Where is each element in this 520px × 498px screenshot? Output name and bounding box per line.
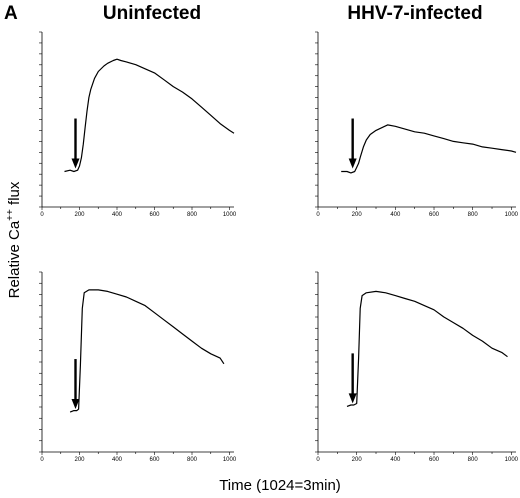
- y-axis-label: Relative Ca++ flux: [5, 181, 23, 298]
- x-tick-label: 1000: [223, 457, 237, 463]
- x-tick-label: 0: [40, 457, 44, 463]
- calcium-flux-trace: [346, 290, 508, 407]
- stimulus-arrow-head: [348, 158, 357, 169]
- calcium-flux-trace: [69, 289, 225, 413]
- x-tick-label: 0: [40, 212, 44, 218]
- x-tick-label: 200: [74, 212, 85, 218]
- chart-panel-4: 0 200 400 600 800 1000: [315, 271, 519, 463]
- y-axis-label-tail: flux: [6, 181, 23, 209]
- stimulus-arrow-head: [71, 158, 80, 169]
- x-tick-label: 200: [352, 212, 363, 218]
- chart-panel-2: 0 200 400 600 800 1000: [315, 31, 519, 218]
- chart-panels: 0 200 400 600 800 1000 0 200 400 600 800 1000 0 200 40…: [39, 31, 519, 463]
- x-tick-label: 1000: [505, 457, 519, 463]
- column-title-hhv7-infected: HHV-7-infected: [347, 3, 482, 24]
- stimulus-arrow-head: [348, 393, 357, 404]
- x-tick-label: 400: [390, 212, 401, 218]
- x-tick-label: 400: [112, 457, 123, 463]
- x-tick-label: 600: [149, 212, 160, 218]
- x-tick-label: 400: [390, 457, 401, 463]
- chart-panel-3: 0 200 400 600 800 1000: [39, 271, 237, 463]
- calcium-flux-trace: [341, 124, 517, 174]
- x-tick-label: 400: [112, 212, 123, 218]
- stimulus-arrow-head: [71, 399, 80, 410]
- chart-panel-1: 0 200 400 600 800 1000: [39, 31, 237, 218]
- x-tick-label: 600: [429, 457, 440, 463]
- x-tick-label: 800: [187, 212, 198, 218]
- x-axis-label: Time (1024=3min): [219, 477, 341, 494]
- x-tick-label: 0: [316, 212, 320, 218]
- calcium-flux-trace: [64, 58, 235, 173]
- x-tick-label: 800: [187, 457, 198, 463]
- y-axis-label-main: Relative Ca: [6, 220, 23, 298]
- x-tick-label: 200: [352, 457, 363, 463]
- x-tick-label: 800: [468, 212, 479, 218]
- panel-letter: A: [4, 3, 18, 24]
- x-tick-label: 0: [316, 457, 320, 463]
- x-tick-label: 600: [149, 457, 160, 463]
- x-tick-label: 1000: [505, 212, 519, 218]
- y-axis-label-superscript: ++: [5, 209, 16, 221]
- x-tick-label: 600: [429, 212, 440, 218]
- column-title-uninfected: Uninfected: [103, 3, 201, 24]
- x-tick-label: 800: [468, 457, 479, 463]
- x-tick-label: 1000: [223, 212, 237, 218]
- x-tick-label: 200: [74, 457, 85, 463]
